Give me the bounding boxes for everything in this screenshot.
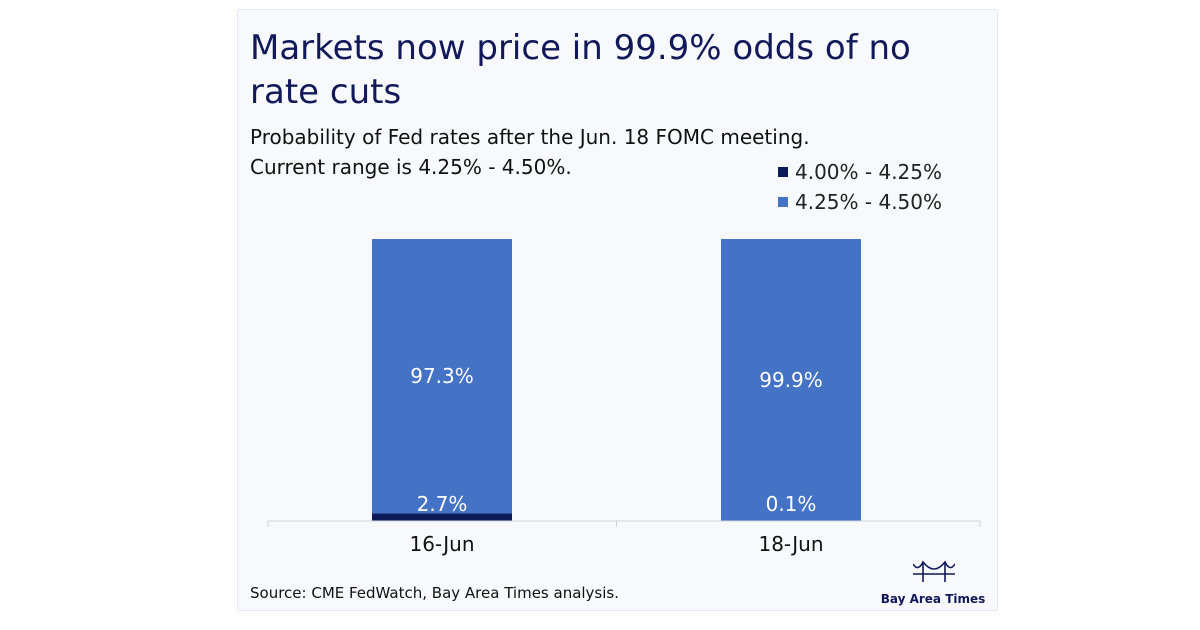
legend-label: 4.00% - 4.25% [795, 160, 943, 184]
subtitle-line: Current range is 4.25% - 4.50%. [250, 155, 572, 179]
legend-item: 4.00% - 4.25% [778, 157, 942, 187]
x-tick-label: 16-Jun [409, 532, 474, 556]
data-label: 0.1% [766, 492, 817, 516]
data-label: 97.3% [410, 364, 474, 388]
bridge-icon [913, 560, 955, 582]
legend-swatch [778, 167, 788, 177]
brand-logo: Bay Area Times [868, 558, 998, 610]
legend-swatch [778, 197, 788, 207]
x-tick-label: 18-Jun [758, 532, 823, 556]
chart-subtitle: Probability of Fed rates after the Jun. … [250, 122, 850, 182]
source-note: Source: CME FedWatch, Bay Area Times ana… [250, 584, 620, 602]
data-label: 99.9% [759, 368, 823, 392]
legend: 4.00% - 4.25% 4.25% - 4.50% [778, 157, 942, 217]
subtitle-line: Probability of Fed rates after the Jun. … [250, 125, 810, 149]
chart-card: Markets now price in 99.9% odds of no ra… [237, 9, 998, 611]
bar-segment [721, 239, 861, 521]
bar-segment [372, 513, 512, 521]
brand-name: Bay Area Times [880, 592, 986, 606]
legend-item: 4.25% - 4.50% [778, 187, 942, 217]
legend-label: 4.25% - 4.50% [795, 190, 943, 214]
data-label: 2.7% [417, 492, 468, 516]
chart-title: Markets now price in 99.9% odds of no ra… [250, 28, 911, 112]
bar-segment [372, 239, 512, 514]
bar-chart: 2.7% 97.3% 16-Jun 0.1% 99.9% 18-Jun [267, 239, 981, 556]
